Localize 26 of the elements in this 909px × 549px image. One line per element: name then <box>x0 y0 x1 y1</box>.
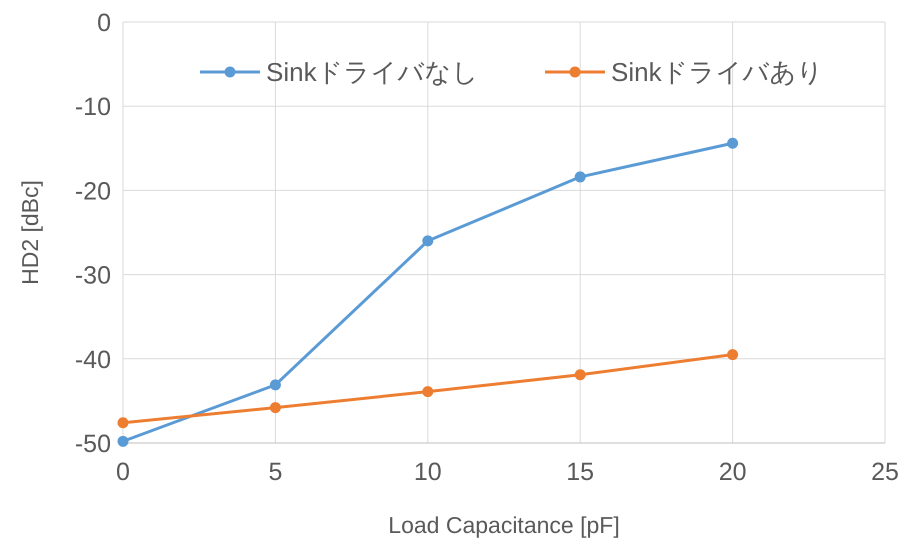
point <box>574 369 586 380</box>
point <box>727 349 738 360</box>
x-tick-label: 10 <box>414 458 442 486</box>
point <box>118 436 128 447</box>
x-axis-title: Load Capacitance [pF] <box>388 512 620 538</box>
legend-label: Sinkドライバあり <box>611 57 824 87</box>
y-tick-label: 0 <box>97 9 111 37</box>
point <box>574 171 586 182</box>
point <box>118 417 128 428</box>
point <box>422 235 434 246</box>
y-tick-label: -30 <box>74 262 111 290</box>
y-tick-label: -40 <box>74 346 111 374</box>
y-tick-label: -20 <box>74 177 111 206</box>
y-tick-label: -10 <box>74 93 111 122</box>
legend-label: Sinkドライバなし <box>266 57 479 87</box>
point <box>422 386 434 398</box>
x-tick-label: 20 <box>718 458 747 486</box>
x-tick-label: 15 <box>566 458 594 486</box>
y-tick-label: -50 <box>74 430 111 458</box>
x-tick-label: 5 <box>268 458 282 486</box>
y-axis-title: HD2 [dBc] <box>17 180 43 285</box>
point <box>727 138 738 149</box>
point <box>270 379 281 390</box>
x-tick-label: 0 <box>116 458 130 486</box>
x-tick-label: 25 <box>871 458 899 486</box>
point <box>270 402 281 414</box>
